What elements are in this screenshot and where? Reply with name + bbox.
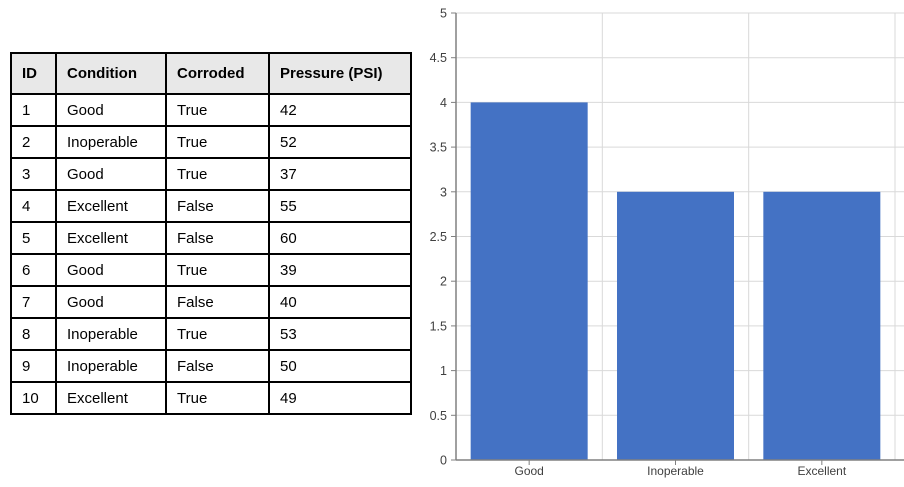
cell-corroded: True — [165, 125, 270, 159]
cell-corroded: False — [165, 189, 270, 223]
cell-condition: Inoperable — [55, 125, 167, 159]
cell-id: 4 — [10, 189, 57, 223]
y-axis-tick-label: 2.5 — [430, 230, 447, 244]
table-row: 6 Good True 39 — [10, 253, 412, 287]
cell-corroded: False — [165, 285, 270, 319]
x-axis-category-label: Good — [514, 464, 543, 478]
column-header-id: ID — [10, 52, 57, 95]
cell-condition: Good — [55, 157, 167, 191]
cell-condition: Excellent — [55, 189, 167, 223]
cell-id: 2 — [10, 125, 57, 159]
cell-id: 3 — [10, 157, 57, 191]
cell-pressure: 39 — [268, 253, 412, 287]
cell-condition: Inoperable — [55, 317, 167, 351]
y-axis-tick-label: 3 — [440, 185, 447, 199]
cell-id: 9 — [10, 349, 57, 383]
cell-pressure: 60 — [268, 221, 412, 255]
cell-pressure: 52 — [268, 125, 412, 159]
cell-pressure: 50 — [268, 349, 412, 383]
x-axis-category-label: Inoperable — [647, 464, 704, 478]
cell-condition: Good — [55, 285, 167, 319]
column-header-condition: Condition — [55, 52, 167, 95]
cell-corroded: True — [165, 381, 270, 415]
bar-inoperable — [617, 191, 734, 461]
cell-corroded: True — [165, 93, 270, 127]
y-axis-tick-label: 0.5 — [430, 409, 447, 423]
column-header-pressure: Pressure (PSI) — [268, 52, 412, 95]
table-row: 3 Good True 37 — [10, 157, 412, 191]
cell-condition: Excellent — [55, 381, 167, 415]
cell-pressure: 42 — [268, 93, 412, 127]
cell-condition: Excellent — [55, 221, 167, 255]
cell-corroded: False — [165, 221, 270, 255]
cell-condition: Good — [55, 253, 167, 287]
table-row: 10 Excellent True 49 — [10, 381, 412, 415]
cell-id: 5 — [10, 221, 57, 255]
cell-corroded: True — [165, 253, 270, 287]
y-axis-tick-label: 3.5 — [430, 141, 447, 155]
cell-id: 1 — [10, 93, 57, 127]
column-header-corroded: Corroded — [165, 52, 270, 95]
cell-pressure: 55 — [268, 189, 412, 223]
table-row: 7 Good False 40 — [10, 285, 412, 319]
cell-pressure: 40 — [268, 285, 412, 319]
data-table: ID Condition Corroded Pressure (PSI) 1 G… — [10, 52, 412, 415]
cell-condition: Good — [55, 93, 167, 127]
cell-condition: Inoperable — [55, 349, 167, 383]
cell-corroded: False — [165, 349, 270, 383]
y-axis-tick-label: 4 — [440, 96, 447, 110]
table-row: 8 Inoperable True 53 — [10, 317, 412, 351]
cell-pressure: 49 — [268, 381, 412, 415]
bar-excellent — [763, 191, 881, 461]
cell-id: 10 — [10, 381, 57, 415]
bar-chart: 0 0.5 1 1.5 2 2.5 3 3.5 4 4.5 5 Good Inoperable Excel… — [430, 7, 904, 478]
y-axis-tick-label: 2 — [440, 275, 447, 289]
table-row: 2 Inoperable True 52 — [10, 125, 412, 159]
cell-id: 6 — [10, 253, 57, 287]
y-axis-tick-label: 4.5 — [430, 51, 447, 65]
cell-pressure: 53 — [268, 317, 412, 351]
cell-corroded: True — [165, 157, 270, 191]
table-row: 9 Inoperable False 50 — [10, 349, 412, 383]
cell-id: 7 — [10, 285, 57, 319]
y-axis-tick-label: 0 — [440, 454, 447, 468]
table-row: 1 Good True 42 — [10, 93, 412, 127]
table-row: 4 Excellent False 55 — [10, 189, 412, 223]
table-header-row: ID Condition Corroded Pressure (PSI) — [10, 52, 412, 95]
cell-id: 8 — [10, 317, 57, 351]
bar-good — [470, 102, 588, 461]
cell-corroded: True — [165, 317, 270, 351]
x-axis-category-label: Excellent — [797, 464, 846, 478]
y-axis-tick-label: 5 — [440, 7, 447, 21]
cell-pressure: 37 — [268, 157, 412, 191]
y-axis-tick-label: 1 — [440, 364, 447, 378]
y-axis-tick-label: 1.5 — [430, 319, 447, 333]
table-row: 5 Excellent False 60 — [10, 221, 412, 255]
